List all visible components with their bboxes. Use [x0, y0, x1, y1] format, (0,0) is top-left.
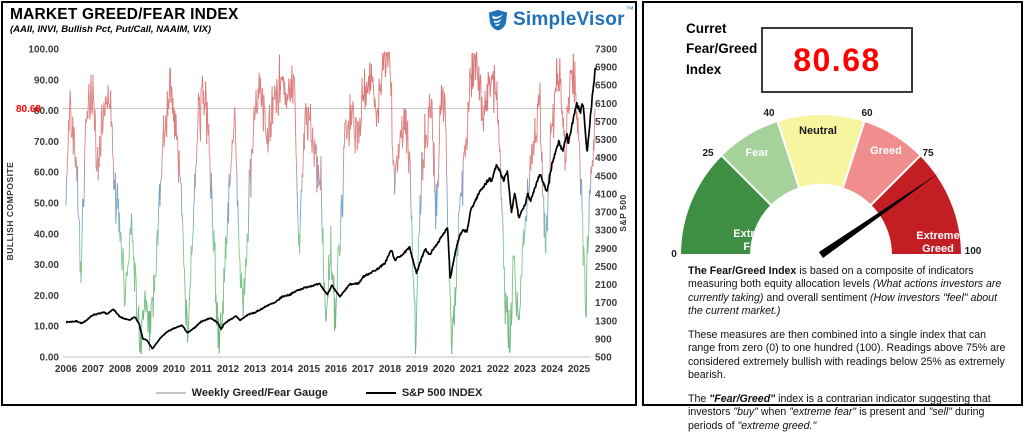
svg-text:6900: 6900 [595, 63, 618, 74]
svg-text:2023: 2023 [514, 364, 537, 375]
svg-text:2014: 2014 [271, 364, 294, 375]
description-paragraph-2: These measures are then combined into a … [688, 329, 1014, 383]
chart-svg: 100.0090.0080.0070.0060.0050.0040.0030.0… [3, 31, 635, 381]
logo-trademark: ™ [626, 5, 634, 14]
svg-text:5700: 5700 [595, 117, 618, 128]
svg-text:Greed: Greed [870, 145, 902, 157]
legend-swatch [366, 392, 396, 394]
legend-item-gauge: Weekly Greed/Fear Gauge [156, 387, 328, 399]
svg-text:30.00: 30.00 [34, 260, 59, 271]
svg-text:3700: 3700 [595, 208, 618, 219]
svg-text:0: 0 [671, 249, 677, 260]
legend-swatch [156, 392, 186, 394]
svg-text:Extreme: Extreme [733, 228, 776, 240]
svg-text:10.00: 10.00 [34, 322, 59, 333]
svg-text:0.00: 0.00 [40, 353, 60, 364]
svg-text:5300: 5300 [595, 135, 618, 146]
page-title: MARKET GREED/FEAR INDEX [10, 6, 239, 23]
current-index-label: Curret Fear/Greed Index [686, 19, 766, 80]
svg-text:Greed: Greed [922, 243, 954, 255]
legend-label: S&P 500 INDEX [402, 387, 483, 399]
svg-text:2011: 2011 [190, 364, 212, 375]
svg-text:2009: 2009 [136, 364, 159, 375]
svg-text:90.00: 90.00 [34, 75, 59, 86]
chart-panel: MARKET GREED/FEAR INDEX (AAII, INVI, Bul… [1, 1, 637, 406]
svg-text:4100: 4100 [595, 189, 618, 200]
svg-text:1300: 1300 [595, 316, 618, 327]
chart-axes: 100.0090.0080.0070.0060.0050.0040.0030.0… [5, 45, 628, 376]
svg-text:40.00: 40.00 [34, 229, 59, 240]
svg-text:2020: 2020 [433, 364, 456, 375]
svg-text:6100: 6100 [595, 99, 618, 110]
svg-text:Fear: Fear [743, 241, 767, 253]
fear-greed-dashboard: { "left_panel": { "title": "MARKET GREED… [0, 0, 1024, 408]
svg-text:2013: 2013 [244, 364, 267, 375]
svg-text:60: 60 [861, 108, 873, 119]
svg-text:2015: 2015 [298, 364, 321, 375]
logo-wordmark: SimpleVisor [513, 9, 625, 30]
svg-text:2018: 2018 [379, 364, 402, 375]
svg-text:900: 900 [595, 334, 612, 345]
current-index-value-box: 80.68 [761, 27, 913, 93]
svg-text:2100: 2100 [595, 280, 618, 291]
svg-text:Extreme: Extreme [916, 230, 959, 242]
svg-text:Fear: Fear [745, 147, 769, 159]
svg-text:2500: 2500 [595, 262, 618, 273]
gauge-svg: ExtremeFearFearNeutralGreedExtremeGreed0… [662, 99, 1002, 265]
description-paragraph-1: The Fear/Greed Index is based on a compo… [688, 265, 1014, 319]
left-axis-title: BULLISH COMPOSITE [5, 162, 15, 261]
description-text: The Fear/Greed Index is based on a compo… [688, 265, 1014, 443]
svg-text:2022: 2022 [487, 364, 510, 375]
svg-text:3300: 3300 [595, 226, 618, 237]
svg-text:2019: 2019 [406, 364, 429, 375]
svg-text:Neutral: Neutral [799, 125, 837, 137]
svg-text:40: 40 [763, 108, 775, 119]
current-index-value: 80.68 [793, 42, 881, 79]
svg-text:20.00: 20.00 [34, 291, 59, 302]
svg-text:6500: 6500 [595, 81, 618, 92]
svg-text:2025: 2025 [568, 364, 591, 375]
svg-text:4500: 4500 [595, 171, 618, 182]
svg-text:75: 75 [922, 148, 934, 159]
svg-text:2010: 2010 [163, 364, 186, 375]
simplevisor-shield-icon [487, 9, 509, 31]
svg-text:2024: 2024 [541, 364, 564, 375]
svg-text:2007: 2007 [82, 364, 105, 375]
svg-text:70.00: 70.00 [34, 137, 59, 148]
svg-text:2006: 2006 [55, 364, 78, 375]
legend-label: Weekly Greed/Fear Gauge [192, 387, 328, 399]
svg-text:25: 25 [702, 148, 714, 159]
simplevisor-logo: SimpleVisor™ [487, 9, 633, 31]
svg-text:100: 100 [965, 246, 982, 257]
svg-text:2016: 2016 [325, 364, 348, 375]
svg-text:2017: 2017 [352, 364, 375, 375]
svg-text:2900: 2900 [595, 244, 618, 255]
svg-text:7300: 7300 [595, 45, 618, 56]
legend-item-sp500: S&P 500 INDEX [366, 387, 483, 399]
svg-text:60.00: 60.00 [34, 168, 59, 179]
svg-text:500: 500 [595, 353, 612, 364]
svg-text:2008: 2008 [109, 364, 132, 375]
svg-text:1700: 1700 [595, 298, 618, 309]
right-axis-title: S&P 500 [618, 194, 628, 231]
svg-text:2021: 2021 [460, 364, 483, 375]
svg-text:100.00: 100.00 [28, 45, 59, 56]
svg-text:2012: 2012 [217, 364, 240, 375]
description-paragraph-3: The "Fear/Greed" index is a contrarian i… [688, 393, 1014, 433]
chart-legend: Weekly Greed/Fear Gauge S&P 500 INDEX [3, 387, 635, 399]
svg-text:4900: 4900 [595, 153, 618, 164]
svg-text:50.00: 50.00 [34, 199, 59, 210]
reference-value-label: 80.68 [16, 104, 41, 115]
